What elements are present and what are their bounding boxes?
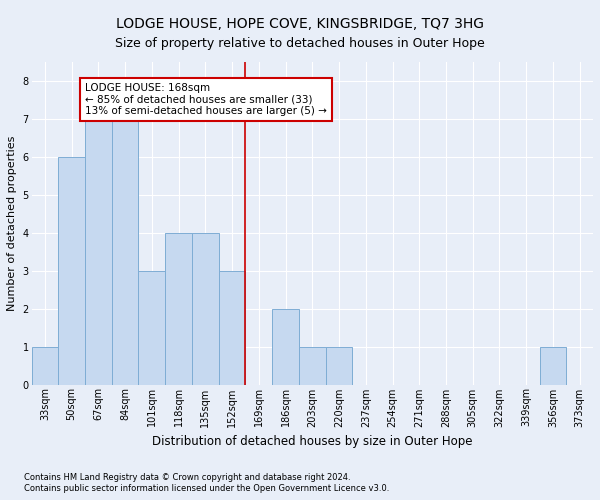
X-axis label: Distribution of detached houses by size in Outer Hope: Distribution of detached houses by size … (152, 435, 473, 448)
Bar (539, 346, 566, 385)
Bar (272, 308, 299, 384)
Bar (85, 119, 112, 384)
Bar (299, 346, 326, 385)
Text: LODGE HOUSE, HOPE COVE, KINGSBRIDGE, TQ7 3HG: LODGE HOUSE, HOPE COVE, KINGSBRIDGE, TQ7… (116, 18, 484, 32)
Text: LODGE HOUSE: 168sqm
← 85% of detached houses are smaller (33)
13% of semi-detach: LODGE HOUSE: 168sqm ← 85% of detached ho… (85, 83, 327, 116)
Text: Contains public sector information licensed under the Open Government Licence v3: Contains public sector information licen… (24, 484, 389, 493)
Text: Contains HM Land Registry data © Crown copyright and database right 2024.: Contains HM Land Registry data © Crown c… (24, 472, 350, 482)
Bar (219, 270, 245, 384)
Bar (165, 232, 192, 384)
Y-axis label: Number of detached properties: Number of detached properties (7, 136, 17, 311)
Text: Size of property relative to detached houses in Outer Hope: Size of property relative to detached ho… (115, 38, 485, 51)
Bar (139, 270, 165, 384)
Bar (112, 119, 139, 384)
Bar (192, 232, 219, 384)
Bar (32, 346, 58, 385)
Bar (326, 346, 352, 385)
Bar (58, 157, 85, 384)
